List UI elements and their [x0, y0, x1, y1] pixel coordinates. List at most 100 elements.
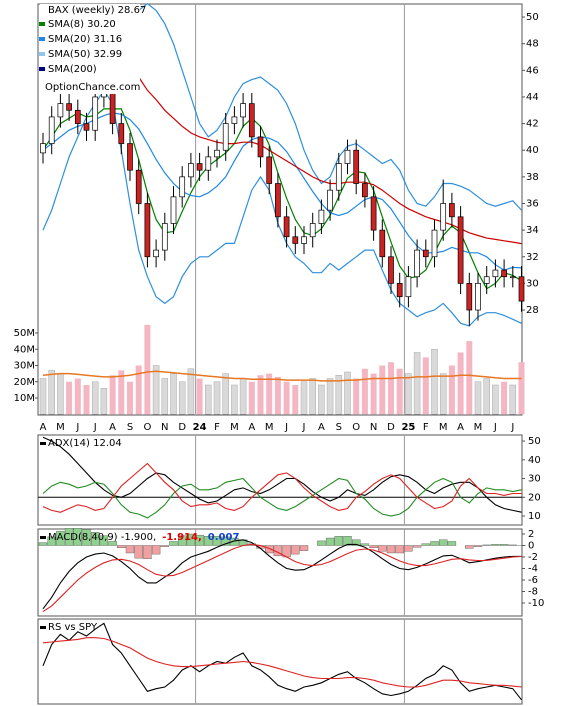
x-tick-label: M: [474, 422, 483, 433]
legend-label: SMA(200): [48, 64, 97, 75]
candle-body: [431, 229, 438, 258]
volume-bar: [74, 378, 81, 415]
title-swatch: [40, 536, 46, 539]
volume-bar: [518, 362, 525, 415]
volume-bar: [66, 381, 73, 415]
series-line: [42, 112, 522, 271]
volume-bar: [231, 384, 238, 415]
volume-bar: [222, 373, 229, 415]
x-tick-label: A: [318, 422, 325, 433]
band-lower: [42, 89, 522, 327]
x-tick-label: F: [423, 422, 429, 433]
histogram-bar: [412, 545, 422, 548]
candle-body: [483, 276, 490, 284]
candle-body: [318, 209, 325, 224]
histogram-bar: [325, 537, 335, 546]
legend-label: SMA(50) 32.99: [48, 49, 122, 60]
y-tick-label: 50: [528, 436, 541, 447]
x-tick-label: A: [109, 422, 116, 433]
volume-bar: [266, 373, 273, 415]
histogram-bar: [143, 545, 152, 559]
volume-bar: [135, 365, 142, 415]
volume-bar: [509, 384, 517, 415]
candle-body: [405, 276, 412, 298]
x-tick-label: O: [352, 422, 360, 433]
histogram-bar: [395, 545, 404, 554]
volume-bar: [439, 373, 447, 415]
histogram-bar: [378, 545, 387, 552]
volume-bar: [118, 370, 125, 415]
candle-body: [422, 249, 429, 258]
candle-body: [309, 223, 316, 238]
candle-body: [48, 116, 55, 144]
candle-body: [153, 249, 159, 258]
histogram-bar: [73, 528, 83, 546]
candle-body: [292, 236, 299, 244]
title-swatch: [40, 442, 46, 445]
volume-bar: [152, 365, 160, 415]
candle-body: [353, 149, 360, 184]
volume-bar: [396, 368, 403, 415]
histogram-bar: [352, 539, 361, 546]
volume-bar: [474, 381, 482, 415]
volume-bar: [196, 378, 203, 415]
y-tick-label: 10M: [14, 393, 35, 404]
series-line: [42, 462, 522, 513]
volume-bar: [344, 371, 351, 415]
series-line: [42, 108, 522, 290]
volume-bar: [361, 368, 368, 415]
y-tick-label: -4: [528, 564, 538, 575]
histogram-bar: [447, 541, 457, 546]
watermark: OptionChance.com: [45, 82, 140, 93]
volume-bar: [501, 381, 508, 415]
candle-body: [127, 143, 133, 171]
volume-bar: [274, 376, 281, 415]
histogram-bar: [151, 545, 161, 555]
candle-body: [457, 216, 464, 284]
candle-body: [66, 103, 72, 111]
volume-bar: [318, 384, 325, 415]
volume-bar: [335, 375, 343, 415]
histogram-bar: [186, 533, 196, 546]
volume-bar: [48, 370, 55, 415]
candle-body: [283, 216, 290, 238]
histogram-bar: [317, 540, 326, 546]
volume-bar: [257, 375, 264, 415]
volume-bar: [300, 381, 308, 415]
candle-body: [231, 116, 238, 124]
x-tick-label: 24: [193, 422, 207, 433]
x-tick-label: D: [178, 422, 186, 433]
volume-bar: [91, 381, 99, 415]
candle-body: [179, 176, 186, 198]
x-tick-label: M: [439, 422, 448, 433]
y-tick-label: 50: [526, 12, 539, 23]
y-tick-label: 38: [526, 172, 539, 183]
candle-body: [370, 196, 377, 231]
histogram-bar: [177, 535, 187, 546]
x-tick-label: S: [127, 422, 133, 433]
series-line: [42, 477, 522, 519]
x-tick-label: A: [248, 422, 255, 433]
histogram-bar: [369, 545, 378, 549]
x-tick-label: J: [93, 422, 97, 433]
panel-title: ADX(14) 12.04: [48, 438, 122, 449]
y-tick-label: 28: [526, 305, 539, 316]
candle-body: [396, 283, 403, 298]
histogram-bar: [160, 545, 170, 547]
volume-bar: [448, 365, 455, 415]
volume-bar: [466, 341, 473, 415]
y-tick-label: 30: [528, 474, 541, 485]
volume-bar: [431, 349, 438, 415]
x-tick-label: N: [161, 422, 168, 433]
x-tick-label: O: [143, 422, 151, 433]
candle-body: [275, 183, 281, 218]
candle-body: [118, 123, 125, 144]
x-tick-label: J: [493, 422, 497, 433]
volume-bar: [388, 362, 394, 415]
x-tick-label: N: [370, 422, 377, 433]
legend-bg: [40, 4, 140, 94]
panel-frame: [37, 3, 523, 416]
x-tick-label: F: [214, 422, 220, 433]
candle-body: [248, 103, 255, 138]
